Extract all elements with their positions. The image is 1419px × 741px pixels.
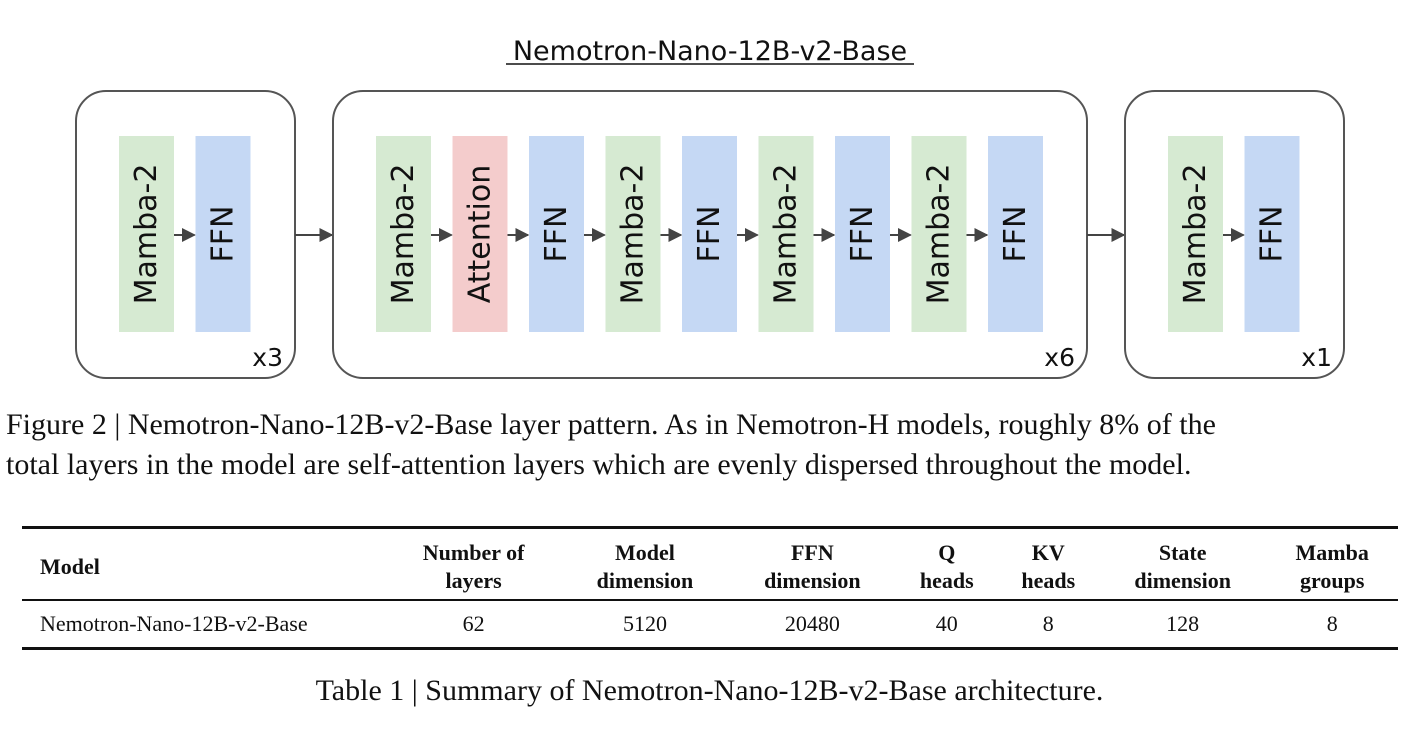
column-header: FFN dimension xyxy=(729,528,896,601)
column-header: Mamba groups xyxy=(1266,528,1398,601)
mamba-2-block-label: Mamba-2 xyxy=(1178,164,1213,305)
column-header-line: State xyxy=(1158,540,1207,565)
column-header-line: heads xyxy=(1021,568,1076,593)
mamba-2-block xyxy=(605,136,661,332)
mamba-2-block-label: Mamba-2 xyxy=(769,164,804,305)
architecture-table: Model Number of layers Model dimension FFN dim… xyxy=(22,526,1398,650)
table-caption: Table 1 | Summary of Nemotron-Nano-12B-v… xyxy=(315,674,1104,707)
column-header: Model xyxy=(22,528,386,601)
column-header-line: groups xyxy=(1299,568,1365,593)
diagram-title: Nemotron-Nano-12B-v2-Base xyxy=(513,36,907,67)
mamba-2-block-label: Mamba-2 xyxy=(129,164,164,305)
repeat-count-label: x1 xyxy=(1301,343,1332,372)
ffn-block-label: FFN xyxy=(1255,206,1290,263)
table-cell: 20480 xyxy=(784,611,840,636)
table-cell: 5120 xyxy=(622,611,667,636)
table-cell: 40 xyxy=(935,611,958,636)
table-cell: 128 xyxy=(1166,611,1200,636)
column-header-line: FFN xyxy=(790,540,834,565)
mamba-2-block-label: Mamba-2 xyxy=(922,164,957,305)
layer-pattern-diagram: Nemotron-Nano-12B-v2-Base x3 Mamba-2 FFN x6… xyxy=(75,36,1345,379)
ffn-block-label: FFN xyxy=(845,206,880,263)
column-header-line: Q xyxy=(938,540,956,565)
ffn-block xyxy=(988,136,1043,332)
table-cell: 62 xyxy=(462,611,485,636)
ffn-block-label: FFN xyxy=(206,206,241,263)
layer-group-3-frame xyxy=(1124,90,1345,379)
ffn-block xyxy=(682,136,737,332)
attention-block xyxy=(452,136,508,332)
column-header-line: layers xyxy=(445,568,502,593)
column-header: Number of layers xyxy=(386,528,561,601)
table-cell: 8 xyxy=(1042,611,1054,636)
table-header-row: Model Number of layers Model dimension FFN dim… xyxy=(22,527,1398,601)
column-header-line: Model xyxy=(615,540,675,565)
mamba-2-block-label: Mamba-2 xyxy=(616,164,651,305)
table-cell: 8 xyxy=(1326,611,1338,636)
figure-caption-line-2: total layers in the model are self-atten… xyxy=(6,448,1192,481)
ffn-block-label: FFN xyxy=(998,206,1033,263)
column-header-line: heads xyxy=(919,568,974,593)
mamba-2-block xyxy=(1168,136,1223,332)
ffn-block-label: FFN xyxy=(692,206,727,263)
ffn-block xyxy=(835,136,890,332)
mamba-2-block-label: Mamba-2 xyxy=(386,164,421,305)
column-header-line: Number of xyxy=(422,540,525,565)
column-header: Model dimension xyxy=(561,528,728,601)
repeat-count-label: x3 xyxy=(252,343,283,372)
attention-block-label: Attention xyxy=(463,165,498,303)
ffn-block-label: FFN xyxy=(539,206,574,263)
column-header-line: Model xyxy=(40,554,100,579)
mamba-2-block xyxy=(758,136,814,332)
column-header-line: dimension xyxy=(764,568,861,593)
column-header-line: KV xyxy=(1031,540,1065,565)
column-header-line: dimension xyxy=(596,568,694,593)
figure-caption-line-1: Figure 2 | Nemotron-Nano-12B-v2-Base lay… xyxy=(6,408,1216,441)
ffn-block xyxy=(195,136,251,332)
ffn-block xyxy=(1244,136,1300,332)
ffn-block xyxy=(529,136,584,332)
mamba-2-block xyxy=(376,136,431,332)
repeat-count-label: x6 xyxy=(1044,343,1075,372)
column-header-line: Mamba xyxy=(1295,540,1369,565)
column-header-line: dimension xyxy=(1134,568,1231,593)
table-row: Nemotron-Nano-12B-v2-Base 62 5120 20480 40 8 1… xyxy=(22,600,1398,649)
column-header: KV heads xyxy=(998,528,1099,601)
table-cell: Nemotron-Nano-12B-v2-Base xyxy=(40,611,308,636)
mamba-2-block xyxy=(911,136,967,332)
mamba-2-block xyxy=(119,136,174,332)
column-header: State dimension xyxy=(1099,528,1266,601)
